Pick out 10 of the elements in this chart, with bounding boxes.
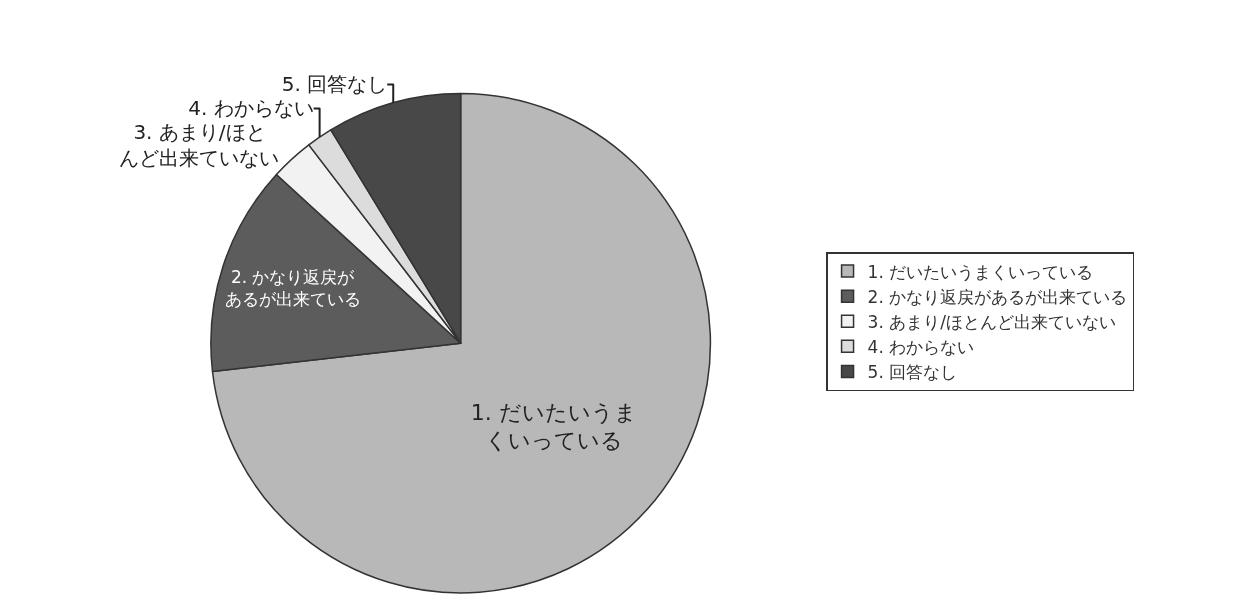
legend-label: 3. あまり/ほとんど出来ていない [867,311,1116,332]
text: 3. あまり/ほとんど出来ていない [119,120,280,171]
slice-label: 4. わからない [188,96,314,121]
legend-label: 5. 回答なし [867,362,958,383]
text: 2. かなり返戻があるが出来ている [224,267,361,310]
text: 1. だいたいうまくいっている [470,399,637,454]
slice-label: 5. 回答なし [281,72,388,97]
legend-label: 2. かなり返戻があるが出来ている [867,286,1128,307]
legend-label: 1. だいたいうまくいっている [867,261,1094,282]
legend-label: 4. わからない [867,336,975,357]
